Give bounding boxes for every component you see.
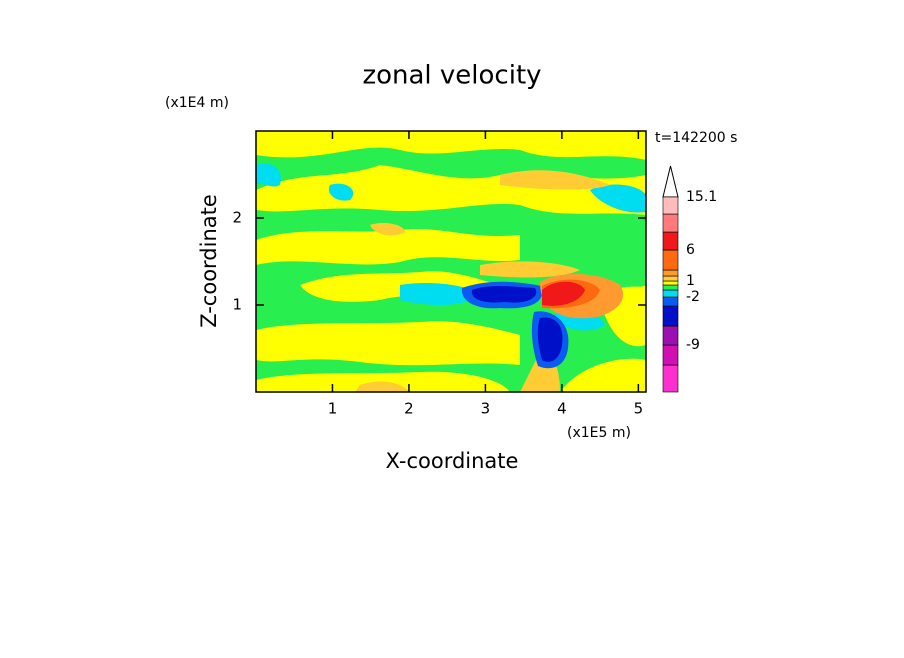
colorbar-box (662, 231, 679, 251)
colorbar-box (662, 249, 679, 271)
colorbar-box (662, 305, 679, 327)
colorbar-box (662, 325, 679, 346)
annotation: t=142200 s (655, 130, 737, 146)
colorbar-box (662, 296, 679, 307)
y-tick-label: 2 (232, 209, 242, 227)
colorbar-box (662, 213, 679, 233)
colorbar-label: 1 (686, 273, 695, 289)
colorbar-label: 6 (686, 242, 695, 258)
colorbar-box (662, 280, 679, 286)
contour-region (256, 163, 281, 187)
contour-region (400, 283, 480, 305)
plot-frame (255, 130, 647, 393)
colorbar-box (662, 289, 679, 298)
colorbar-box (662, 275, 679, 282)
x-unit: (x1E5 m) (567, 425, 631, 441)
x-tick-label: 5 (634, 400, 644, 418)
contour-region (256, 131, 646, 160)
contour-region (370, 222, 405, 236)
contour-region (256, 228, 520, 265)
y-axis-label: Z-coordinate (197, 194, 221, 328)
contour-region (471, 285, 537, 303)
colorbar-label: 15.1 (686, 189, 717, 205)
contour-region (328, 183, 354, 201)
contour-region (256, 321, 520, 366)
contour-region (500, 170, 610, 190)
y-tick-label: 1 (232, 296, 242, 314)
y-unit: (x1E4 m) (165, 95, 229, 111)
x-axis-label: X-coordinate (386, 449, 519, 473)
contour-field (256, 131, 646, 392)
colorbar-extension (662, 165, 679, 198)
contour-region (542, 281, 585, 306)
colorbar-label: -9 (686, 337, 700, 353)
x-tick-label: 3 (481, 400, 491, 418)
contour-region (560, 358, 646, 392)
colorbar-box (662, 344, 679, 366)
x-tick-label: 4 (557, 400, 567, 418)
contour-region (480, 261, 580, 278)
colorbar-box (662, 284, 679, 291)
colorbar-label: -2 (686, 289, 700, 305)
contour-region (537, 317, 563, 362)
x-tick-label: 1 (328, 400, 338, 418)
x-tick-label: 2 (404, 400, 414, 418)
colorbar-box (662, 364, 679, 393)
colorbar-box (662, 269, 679, 277)
contour-region (590, 184, 646, 213)
chart-title: zonal velocity (362, 61, 541, 91)
contour-region (355, 381, 410, 392)
colorbar-box (662, 196, 679, 215)
